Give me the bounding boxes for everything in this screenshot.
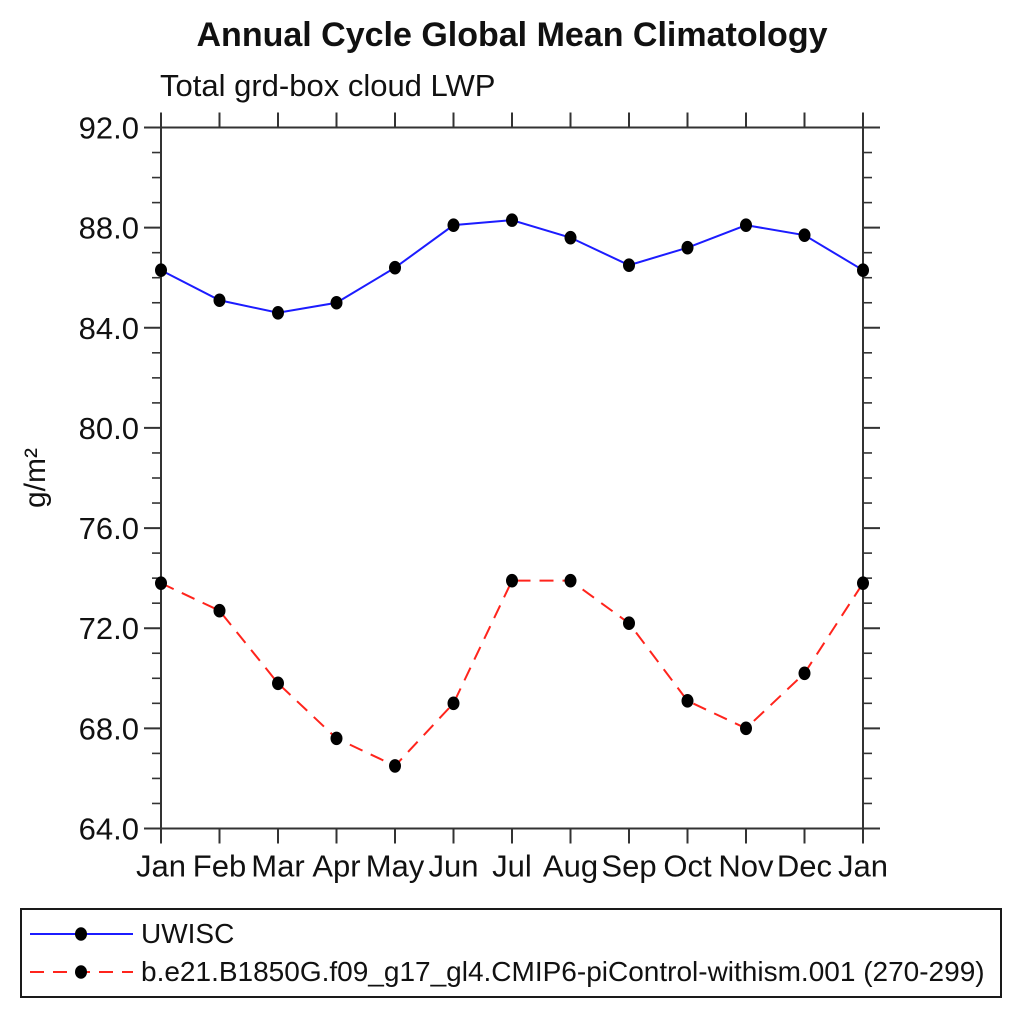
data-point-marker bbox=[506, 213, 518, 227]
y-tick-label: 72.0 bbox=[79, 611, 139, 646]
data-point-marker bbox=[506, 573, 518, 588]
plot-border bbox=[160, 126, 864, 830]
legend-entry-model: b.e21.B1850G.f09_g17_gl4.CMIP6-piControl… bbox=[28, 956, 1000, 988]
x-tick-label: Dec bbox=[777, 849, 832, 884]
x-tick-label: Jul bbox=[492, 849, 532, 884]
legend-sample-marker-icon bbox=[75, 965, 87, 980]
x-tick-label: May bbox=[366, 849, 425, 884]
data-point-marker bbox=[389, 260, 401, 275]
data-point-marker bbox=[389, 759, 401, 773]
data-point-marker bbox=[447, 696, 460, 711]
series-line-0 bbox=[160, 219, 864, 314]
x-tick-label: Jan bbox=[136, 849, 186, 884]
data-point-marker bbox=[213, 293, 226, 308]
data-point-marker bbox=[857, 263, 869, 278]
data-point-marker bbox=[623, 616, 635, 631]
data-point-marker bbox=[857, 576, 869, 590]
data-point-marker bbox=[740, 218, 752, 232]
data-point-marker bbox=[740, 721, 752, 736]
x-tick-label: Nov bbox=[718, 849, 774, 884]
data-point-marker bbox=[155, 576, 167, 590]
legend-label-model: b.e21.B1850G.f09_g17_gl4.CMIP6-piControl… bbox=[141, 956, 985, 988]
data-point-marker bbox=[681, 694, 694, 708]
data-point-marker bbox=[447, 218, 460, 232]
x-tick-label: Oct bbox=[663, 849, 712, 884]
x-tick-label: Jun bbox=[429, 849, 479, 884]
x-tick-label: Apr bbox=[312, 849, 360, 884]
chart-subtitle: Total grd-box cloud LWP bbox=[160, 68, 496, 103]
legend: UWISC b.e21.B1850G.f09_g17_gl4.CMIP6-piC… bbox=[20, 908, 1002, 998]
y-tick-label: 80.0 bbox=[79, 411, 139, 446]
data-point-marker bbox=[564, 230, 577, 245]
data-point-marker bbox=[330, 731, 343, 746]
series-line-1 bbox=[160, 579, 864, 768]
x-tick-label: Feb bbox=[193, 849, 246, 884]
data-point-marker bbox=[272, 676, 284, 691]
y-tick-label: 76.0 bbox=[79, 511, 139, 546]
data-point-marker bbox=[681, 240, 694, 255]
data-point-marker bbox=[213, 603, 226, 618]
legend-sample-marker-icon bbox=[75, 926, 87, 941]
x-tick-label: Mar bbox=[251, 849, 304, 884]
chart-title: Annual Cycle Global Mean Climatology bbox=[196, 16, 828, 54]
x-tick-label: Jan bbox=[838, 849, 888, 884]
data-point-marker bbox=[564, 573, 577, 588]
data-point-marker bbox=[798, 228, 811, 242]
legend-line-sample-uwisc bbox=[30, 926, 133, 941]
y-tick-label: 68.0 bbox=[79, 711, 139, 746]
legend-entry-uwisc: UWISC bbox=[28, 917, 1000, 949]
x-tick-label: Aug bbox=[543, 849, 598, 884]
data-point-marker bbox=[330, 295, 343, 310]
x-tick-label: Sep bbox=[601, 849, 656, 884]
y-tick-label: 64.0 bbox=[79, 812, 139, 847]
data-point-marker bbox=[155, 263, 167, 278]
legend-label-uwisc: UWISC bbox=[141, 917, 235, 949]
y-tick-label: 84.0 bbox=[79, 311, 139, 346]
legend-line-sample-model bbox=[30, 965, 133, 980]
data-point-marker bbox=[623, 258, 635, 272]
data-point-marker bbox=[798, 666, 811, 681]
y-tick-label: 88.0 bbox=[79, 211, 139, 246]
y-tick-label: 92.0 bbox=[79, 111, 139, 146]
data-point-marker bbox=[272, 305, 284, 320]
